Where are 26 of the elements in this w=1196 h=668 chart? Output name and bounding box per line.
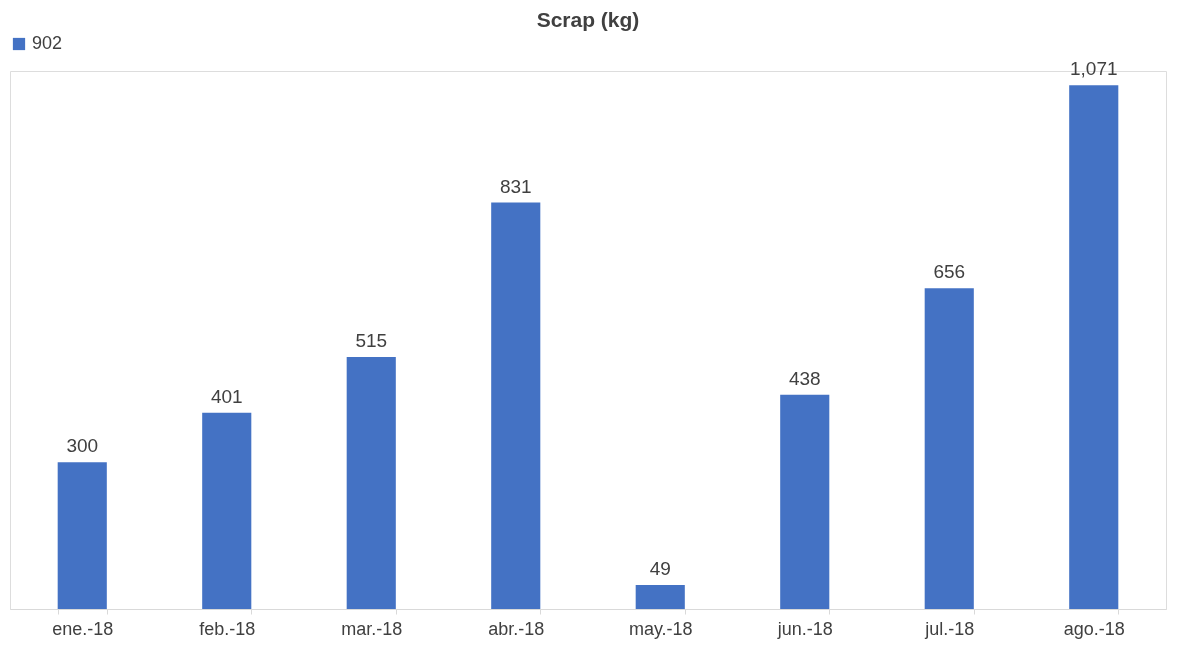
x-tick-label: mar.-18	[341, 618, 403, 639]
bar	[346, 357, 396, 609]
x-tick-label: abr.-18	[488, 618, 545, 639]
data-label: 831	[499, 175, 532, 197]
x-tick-label: jun.-18	[776, 618, 833, 639]
data-label: 49	[649, 558, 671, 580]
bar	[780, 394, 830, 609]
bar	[202, 412, 252, 609]
legend-label: 902	[32, 33, 63, 53]
x-tick-label: may.-18	[628, 618, 693, 639]
x-tick-label: ene.-18	[52, 618, 114, 639]
bar	[1069, 85, 1119, 609]
x-tick-label: feb.-18	[199, 618, 256, 639]
data-label: 438	[788, 367, 821, 389]
data-label: 300	[66, 435, 99, 457]
data-label: 401	[210, 385, 243, 407]
bar	[491, 202, 541, 609]
x-tick-label: ago.-18	[1063, 618, 1125, 639]
data-label: 515	[355, 330, 388, 352]
x-tick-label: jul.-18	[924, 618, 975, 639]
chart-title: Scrap (kg)	[536, 8, 640, 31]
bar	[924, 288, 974, 609]
bar	[57, 462, 107, 609]
data-label: 1,071	[1069, 58, 1118, 80]
data-label: 656	[933, 261, 966, 283]
bar	[635, 585, 685, 609]
